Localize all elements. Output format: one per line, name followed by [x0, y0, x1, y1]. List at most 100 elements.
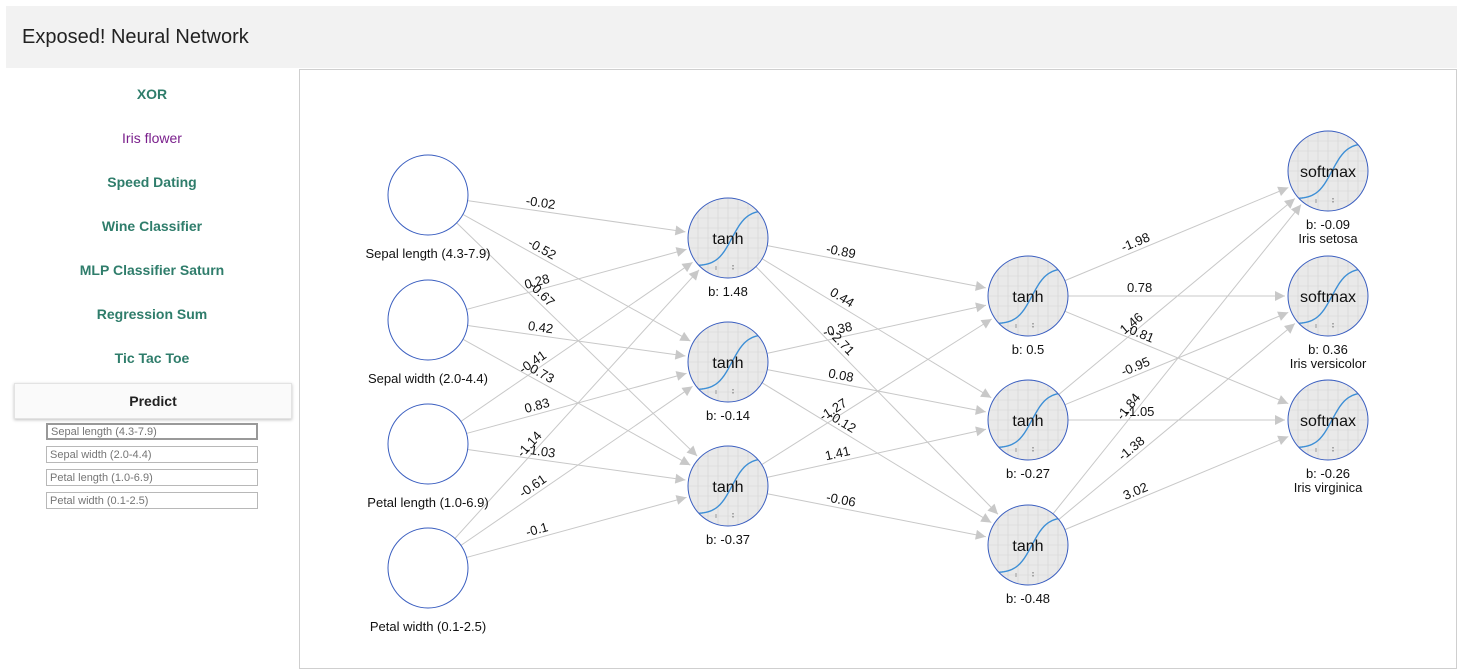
- app-header: Exposed! Neural Network: [6, 6, 1457, 68]
- weight-label: -0.02: [525, 193, 556, 212]
- edge-l3-0-0: [1064, 186, 1289, 282]
- weight-label: -1.03: [525, 442, 556, 461]
- edge-l1-3-0: [454, 269, 700, 539]
- edge-l2-0-0: [767, 245, 986, 291]
- activation-curve-icon: [1288, 142, 1368, 200]
- activation-label: tanh: [1012, 538, 1043, 555]
- activation-label: tanh: [712, 355, 743, 372]
- activation-curve-icon: [988, 267, 1068, 325]
- hidden-node: tanh b: -0.48: [987, 504, 1069, 606]
- edge-l1-3-2: [466, 495, 687, 558]
- nav-xor[interactable]: XOR: [136, 86, 168, 102]
- input-label: Petal width (0.1-2.5): [370, 619, 486, 634]
- petal-length-field[interactable]: [46, 469, 258, 486]
- edge-l2-1-1: [767, 369, 986, 415]
- activation-curve-icon: [988, 391, 1068, 449]
- sepal-width-field[interactable]: [46, 446, 258, 463]
- weight-label: 3.02: [1121, 479, 1150, 503]
- edge-l1-0-0: [467, 200, 686, 236]
- input-label: Petal length (1.0-6.9): [367, 495, 488, 510]
- edge-l3-1-0: [1058, 198, 1296, 395]
- hidden-node: tanh b: 0.5: [987, 255, 1069, 357]
- hidden-node: tanh b: 1.48: [687, 197, 769, 299]
- edge-l3-2-0: [1052, 204, 1302, 515]
- edge-l1-3-1: [460, 385, 693, 546]
- nav-tic-tac-toe[interactable]: Tic Tac Toe: [114, 350, 190, 366]
- sepal-length-field[interactable]: [46, 423, 258, 440]
- weight-labels: -0.02-0.52-0.670.280.420.73-0.410.83-1.0…: [514, 193, 1157, 540]
- activation-curve-icon: [988, 516, 1068, 574]
- weight-label: 0.78: [1127, 280, 1152, 295]
- bias-label: b: 0.5: [1012, 342, 1045, 357]
- edge-l3-1-1: [1064, 311, 1289, 406]
- activation-curve-icon: [1288, 391, 1368, 449]
- output-class-label: Iris setosa: [1298, 231, 1358, 246]
- nav-wine-classifier[interactable]: Wine Classifier: [101, 218, 203, 234]
- app-title: Exposed! Neural Network: [22, 26, 249, 48]
- bias-label: b: -0.09: [1306, 217, 1350, 232]
- nav-regression-sum[interactable]: Regression Sum: [96, 306, 208, 322]
- weight-label: -0.89: [825, 241, 857, 261]
- edge-l2-1-2: [761, 382, 992, 524]
- activation-curve-icon: [688, 209, 768, 267]
- input-node: Sepal width (2.0-4.4): [368, 279, 488, 386]
- activation-curve-icon: [688, 333, 768, 391]
- edge-l1-0-2: [456, 222, 698, 457]
- edge-l1-0-1: [462, 214, 691, 342]
- hidden-node: tanh b: -0.27: [987, 379, 1069, 481]
- activation-label: tanh: [712, 479, 743, 496]
- nav-iris-flower[interactable]: Iris flower: [122, 130, 182, 146]
- edge-l3-2-2: [1064, 435, 1289, 531]
- bias-label: b: 1.48: [708, 284, 748, 299]
- bias-label: b: -0.14: [706, 408, 750, 423]
- activation-label: tanh: [1012, 289, 1043, 306]
- edge-l2-2-1: [766, 426, 987, 478]
- weight-label: 0.08: [827, 365, 855, 385]
- activation-curve-icon: [1288, 267, 1368, 325]
- activation-curve-icon: [688, 457, 768, 515]
- hidden-node: tanh b: -0.37: [687, 445, 769, 547]
- weight-label: 1.41: [824, 443, 852, 463]
- input-label: Sepal length (4.3-7.9): [365, 246, 490, 261]
- weight-label: 0.42: [527, 318, 554, 336]
- edge-l3-0-2: [1064, 310, 1289, 405]
- petal-width-field[interactable]: [46, 492, 258, 509]
- nav-speed-dating[interactable]: Speed Dating: [107, 174, 197, 190]
- edge-l1-2-2: [467, 449, 686, 484]
- weight-label: 0.83: [523, 395, 551, 416]
- weight-label: 0.28: [523, 271, 551, 292]
- edge-l1-1-2: [462, 338, 691, 466]
- bias-label: b: -0.37: [706, 532, 750, 547]
- weight-label: -1.05: [1125, 404, 1155, 419]
- activation-label: softmax: [1300, 413, 1356, 430]
- edge-l2-0-1: [761, 258, 992, 399]
- input-node: Petal width (0.1-2.5): [370, 527, 486, 634]
- edge-l1-1-0: [466, 247, 687, 310]
- nav-mlp-classifier-saturn[interactable]: MLP Classifier Saturn: [79, 262, 225, 278]
- output-class-label: Iris virginica: [1294, 480, 1363, 495]
- edge-layer: [454, 186, 1302, 558]
- edge-l2-2-2: [767, 493, 986, 540]
- edge-l1-2-1: [466, 371, 687, 434]
- predict-button[interactable]: Predict: [14, 383, 292, 419]
- edge-l3-2-1: [1058, 323, 1296, 520]
- edge-l2-1-0: [766, 302, 987, 354]
- edge-l1-1-1: [467, 325, 686, 360]
- activation-label: tanh: [1012, 413, 1043, 430]
- weight-label: 0.44: [827, 284, 856, 310]
- bias-label: b: -0.48: [1006, 591, 1050, 606]
- hidden-node: tanh b: -0.14: [687, 321, 769, 423]
- edge-l2-2-0: [761, 318, 992, 466]
- bias-label: b: 0.36: [1308, 342, 1348, 357]
- weight-label: -0.38: [821, 319, 853, 340]
- weight-label: -0.1: [524, 519, 550, 539]
- network-panel: -0.02 -0.52 -0.67 0.28 0.42 0.73 -0.41 0.83 -1.0…: [299, 69, 1457, 669]
- sidebar: XOR Iris flower Speed Dating Wine Classi…: [6, 70, 298, 670]
- weight-label: -0.06: [825, 489, 857, 509]
- activation-label: tanh: [712, 231, 743, 248]
- bias-label: b: -0.27: [1006, 466, 1050, 481]
- input-node: Sepal length (4.3-7.9): [365, 154, 491, 261]
